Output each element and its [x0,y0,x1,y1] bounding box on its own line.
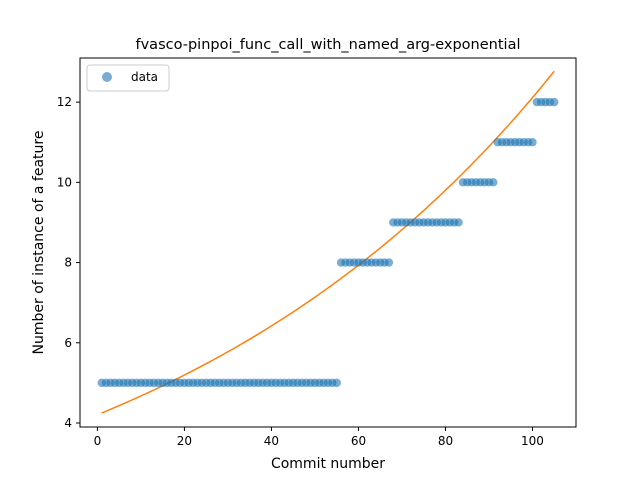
x-tick-label: 0 [94,434,102,448]
x-axis-ticks: 0 20 40 60 80 100 [94,427,544,448]
x-tick-label: 100 [521,434,544,448]
legend: data [86,64,170,92]
y-tick-label: 10 [57,175,72,189]
data-point [454,218,463,227]
data-point [550,97,559,107]
chart-title: fvasco-pinpoi_func_call_with_named_arg-e… [136,37,521,53]
y-tick-label: 6 [64,336,72,350]
y-axis-ticks: 4 6 8 10 12 [57,95,80,430]
data-points-layer [97,97,559,388]
data-point [384,258,394,267]
plot-frame [79,57,577,428]
legend-label-data: data [131,70,158,84]
x-tick-label: 80 [438,434,453,448]
plot-area [80,58,576,427]
x-tick-label: 20 [177,434,192,448]
legend-box [86,64,170,92]
data-point [528,138,537,147]
data-point [489,178,498,187]
data-point [332,378,341,388]
x-tick-label: 40 [264,434,279,448]
fit-line [101,70,555,414]
legend-marker-data [102,72,112,82]
x-tick-label: 60 [351,434,366,448]
y-tick-label: 4 [64,416,72,430]
y-axis-label: Number of instance of a feature [31,131,47,355]
fit-line-layer [101,70,555,414]
x-axis-label: Commit number [271,456,385,472]
y-tick-label: 8 [64,256,72,270]
y-tick-label: 12 [57,95,72,109]
